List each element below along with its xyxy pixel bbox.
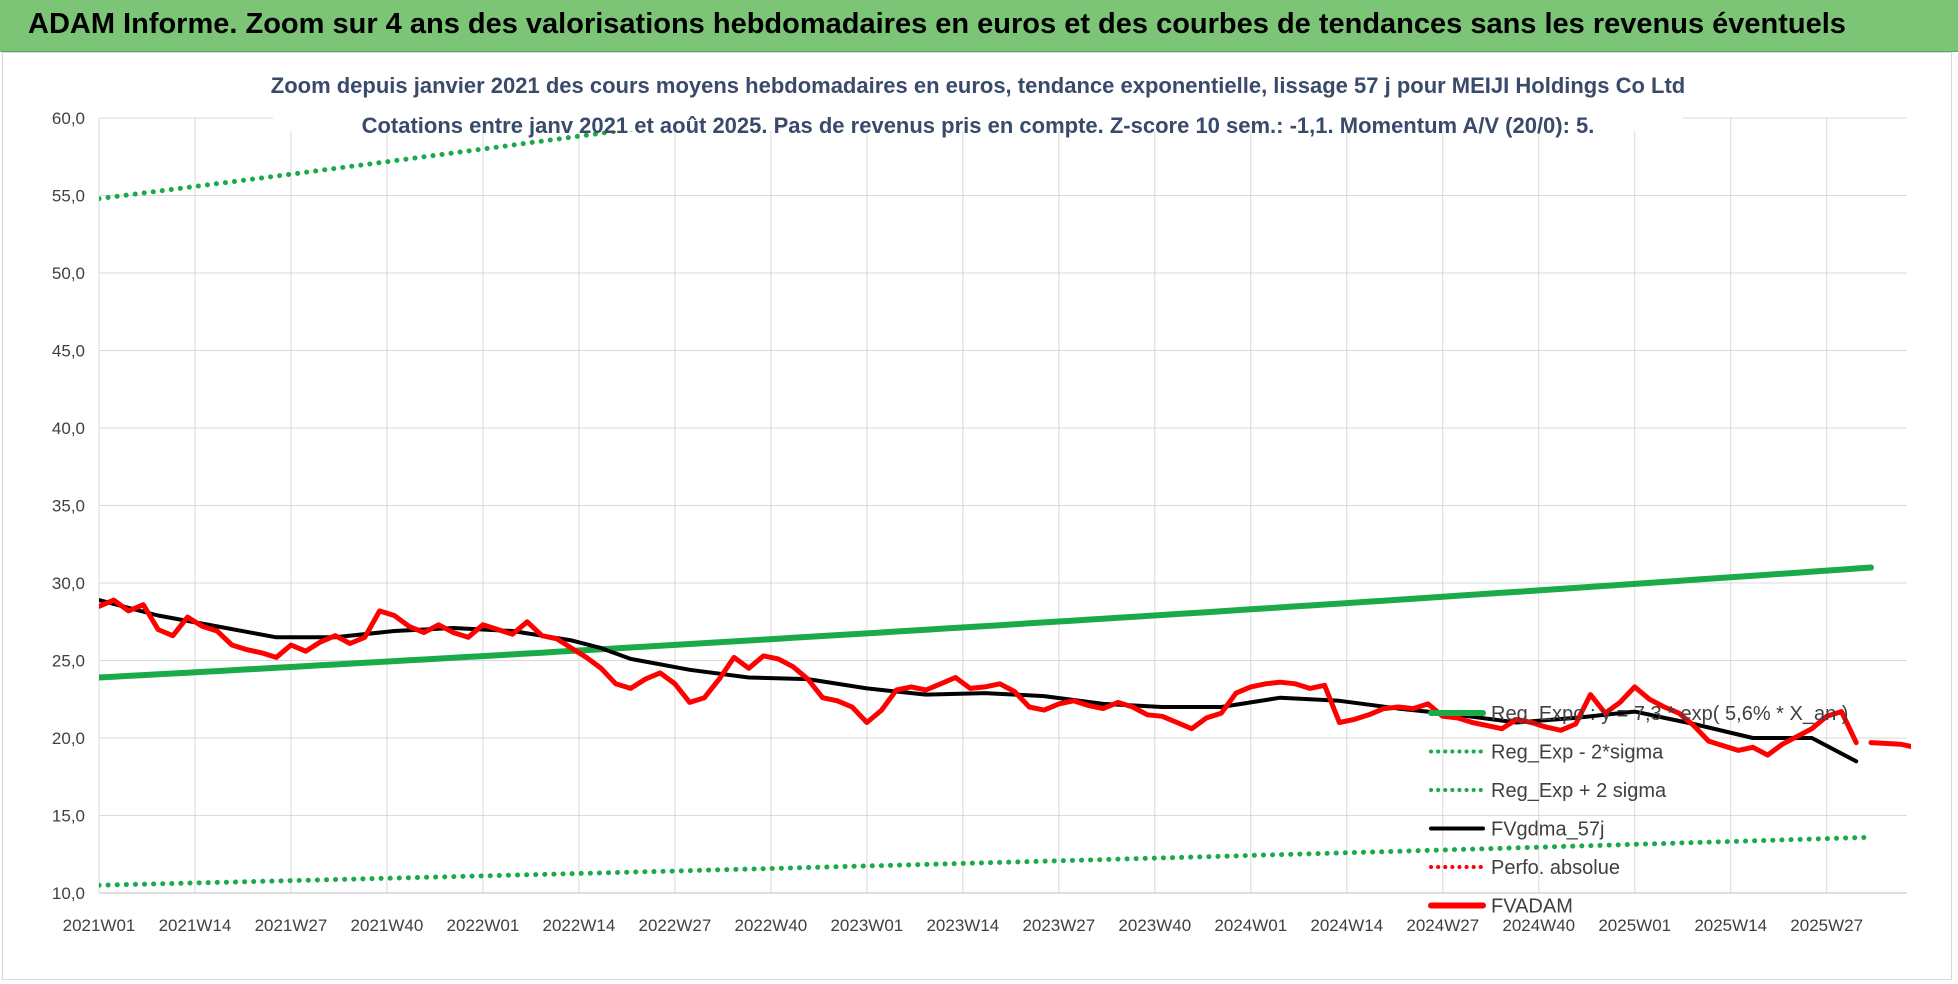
- y-tick-label: 20,0: [52, 729, 85, 748]
- legend-label: Reg_Expo : y = 7,3 * exp( 5,6% * X_an ): [1491, 703, 1848, 725]
- chart-title-block: Zoom depuis janvier 2021 des cours moyen…: [271, 61, 1686, 138]
- x-tick-label: 2021W14: [159, 916, 232, 935]
- y-axis: 10,0 15,0 20,0 25,0 30,0 35,0 40,0 45,0 50,0 55,0…: [52, 109, 85, 903]
- x-tick-label: 2024W40: [1502, 916, 1575, 935]
- x-tick-label: 2023W14: [926, 916, 999, 935]
- y-tick-label: 10,0: [52, 884, 85, 903]
- x-tick-label: 2024W01: [1214, 916, 1287, 935]
- y-tick-label: 45,0: [52, 342, 85, 361]
- series-line-fvadam: [99, 597, 1859, 758]
- legend-label: Reg_Exp - 2*sigma: [1491, 742, 1664, 764]
- grid-lines: [98, 117, 1907, 894]
- x-tick-label: 2023W27: [1022, 916, 1095, 935]
- x-tick-label: 2023W01: [830, 916, 903, 935]
- x-tick-label: 2024W14: [1310, 916, 1383, 935]
- x-tick-label: 2021W01: [63, 916, 136, 935]
- x-tick-label: 2022W01: [447, 916, 520, 935]
- x-tick-label: 2021W27: [255, 916, 328, 935]
- legend-label: FVADAM: [1491, 896, 1573, 918]
- x-tick-label: 2024W27: [1406, 916, 1479, 935]
- legend-label: FVgdma_57j: [1491, 819, 1604, 841]
- x-tick-label: 2022W14: [543, 916, 616, 935]
- report-banner: ADAM Informe. Zoom sur 4 ans des valoris…: [0, 0, 1958, 52]
- legend-label: Perfo. absolue: [1491, 857, 1620, 879]
- x-tick-label: 2025W27: [1790, 916, 1863, 935]
- y-tick-label: 60,0: [52, 109, 85, 128]
- chart-legend: Reg_Expo : y = 7,3 * exp( 5,6% * X_an ) R…: [1428, 703, 1848, 918]
- report-title: ADAM Informe. Zoom sur 4 ans des valoris…: [28, 8, 1846, 40]
- legend-label: Reg_Exp + 2 sigma: [1491, 780, 1667, 802]
- x-tick-label: 2021W40: [351, 916, 424, 935]
- chart-frame: 10,0 15,0 20,0 25,0 30,0 35,0 40,0 45,0 50,0 55,0…: [2, 52, 1952, 980]
- title-background: [273, 61, 1683, 131]
- y-tick-label: 15,0: [52, 807, 85, 826]
- y-tick-label: 40,0: [52, 419, 85, 438]
- x-tick-label: 2025W01: [1598, 916, 1671, 935]
- chart-subtitle: Cotations entre janv 2021 et août 2025. …: [362, 113, 1595, 138]
- chart-series: [99, 114, 1911, 888]
- chart-title: Zoom depuis janvier 2021 des cours moyen…: [271, 73, 1686, 98]
- y-tick-label: 50,0: [52, 264, 85, 283]
- y-tick-label: 30,0: [52, 574, 85, 593]
- y-tick-label: 35,0: [52, 497, 85, 516]
- y-tick-label: 25,0: [52, 652, 85, 671]
- x-tick-label: 2022W27: [639, 916, 712, 935]
- price-trend-chart: 10,0 15,0 20,0 25,0 30,0 35,0 40,0 45,0 50,0 55,0…: [52, 61, 1911, 935]
- x-tick-label: 2022W40: [734, 916, 807, 935]
- y-tick-label: 55,0: [52, 187, 85, 206]
- x-tick-label: 2025W14: [1694, 916, 1767, 935]
- x-axis: 2021W01 2021W14 2021W27 2021W40 2022W01 2022W…: [63, 892, 1907, 935]
- series-line-fvadam-tail: [1868, 740, 1911, 749]
- x-tick-label: 2023W40: [1118, 916, 1191, 935]
- series-line-reg-expo-y-7-3-exp-5-6-x-an: [99, 564, 1874, 681]
